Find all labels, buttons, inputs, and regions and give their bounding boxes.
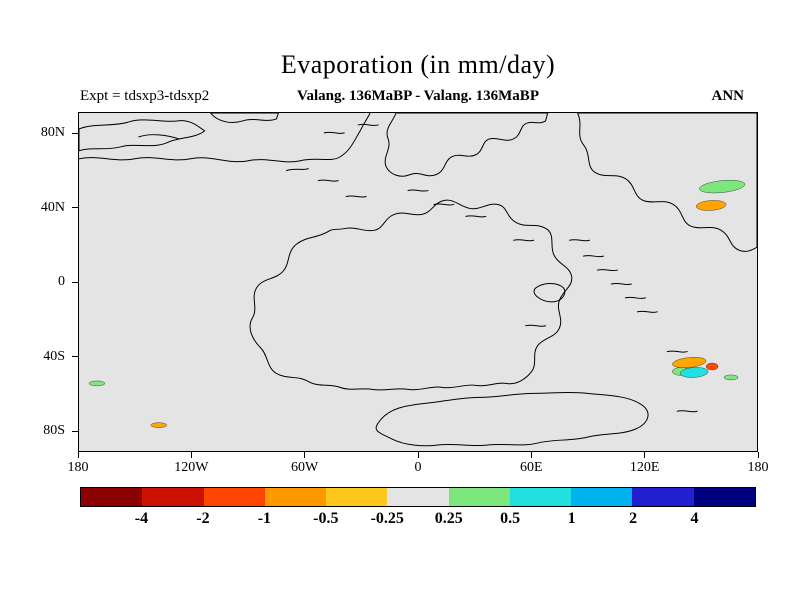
coastline-path	[576, 113, 757, 252]
coastline-path	[249, 199, 573, 391]
lat-tick-mark	[72, 281, 78, 283]
colorbar-tick-label: 4	[690, 510, 699, 527]
coastline-path	[676, 410, 698, 413]
coastline-path	[79, 113, 371, 163]
coastline-path	[323, 131, 345, 134]
coastline-path	[583, 255, 604, 258]
anomaly-patch-negative	[150, 422, 167, 428]
coastline-path	[345, 195, 367, 198]
coastline-path	[79, 119, 206, 152]
lat-tick-mark	[72, 430, 78, 432]
lat-tick-mark	[72, 356, 78, 357]
lon-tick-label: 180	[67, 460, 89, 475]
colorbar-tick-label: -0.25	[370, 510, 404, 527]
coastline-path	[375, 391, 649, 447]
colorbar-labels: -4 -2 -1 -0.5 -0.25 0.25 0.5 1 2 4	[80, 510, 756, 532]
coastline-path	[636, 310, 658, 313]
lat-tick-label: 0	[58, 274, 65, 289]
colorbar-tick-label: 1	[567, 510, 576, 527]
anomaly-patch-positive	[699, 179, 746, 194]
anomaly-patch-positive	[88, 380, 106, 387]
page-title: Evaporation (in mm/day)	[280, 50, 556, 79]
colorbar-segment	[509, 488, 572, 506]
lat-tick-label: 80S	[43, 423, 65, 438]
colorbar-tick-label: 2	[629, 510, 638, 527]
colorbar-segment	[693, 488, 755, 506]
lon-tick-label: 120W	[174, 460, 209, 475]
coastlines	[79, 113, 757, 447]
colorbar-tick-label: 0.5	[500, 510, 521, 527]
colorbar-tick-label: -4	[134, 510, 149, 527]
colorbar-segment	[632, 488, 694, 506]
coastline-path	[285, 168, 309, 172]
colorbar-tick-label: -1	[257, 510, 272, 527]
coastline-path	[465, 215, 487, 218]
paleogeography-map-svg	[79, 113, 757, 447]
season-label: ANN	[711, 88, 745, 104]
colorbar-segment	[203, 488, 265, 506]
colorbar-segment	[142, 488, 204, 506]
coastline-path	[533, 282, 566, 303]
coastline-path	[384, 113, 549, 177]
coastline-path	[666, 350, 688, 353]
lon-tick-label: 120E	[629, 460, 660, 475]
map-frame	[78, 112, 758, 452]
lon-tick-label: 180	[747, 460, 769, 475]
lon-tick-mark	[530, 452, 532, 458]
coastline-path	[138, 134, 180, 140]
lon-tick-mark	[304, 452, 306, 458]
lon-tick-mark	[190, 452, 192, 458]
latitude-axis: 80N 40N 0 40S 80S	[0, 112, 78, 452]
colorbar-segment	[571, 488, 633, 506]
colorbar-segment	[81, 488, 143, 506]
coastline-path	[209, 113, 279, 124]
anomaly-patch-positive	[723, 374, 739, 381]
coastline-path	[525, 324, 547, 327]
coastline-path	[357, 123, 379, 126]
lat-tick-mark	[72, 132, 78, 134]
lat-tick-mark	[72, 207, 78, 208]
lon-tick-label: 60E	[520, 460, 543, 475]
lat-tick-label: 40S	[43, 348, 65, 364]
lon-tick-label: 60W	[291, 460, 319, 475]
lat-tick-label: 40N	[40, 199, 65, 215]
coastline-path	[569, 239, 590, 242]
lat-tick-label: 80N	[40, 125, 65, 140]
coastline-path	[433, 203, 455, 206]
lon-tick-mark	[644, 452, 646, 458]
coastline-path	[610, 282, 632, 286]
coastline-path	[317, 179, 339, 182]
anomaly-patch-positive	[680, 367, 709, 378]
coastline-path	[624, 296, 646, 299]
lon-tick-mark	[757, 452, 759, 458]
lon-tick-label: 0	[414, 460, 422, 475]
coastline-path	[513, 239, 535, 242]
colorbar-segment	[326, 488, 388, 506]
experiment-label: Expt = tdsxp3-tdsxp2	[80, 88, 210, 104]
anomaly-patches	[88, 179, 746, 428]
anomaly-patch-negative	[696, 200, 727, 211]
coastline-path	[407, 189, 429, 192]
colorbar-segment	[387, 488, 449, 506]
anomaly-patch-negative	[672, 357, 707, 368]
colorbar-tick-label: 0.25	[434, 510, 463, 527]
colorbar-tick-label: -0.5	[313, 510, 339, 527]
longitude-axis: 180 120W 60W 0 60E 120E 180	[68, 452, 769, 484]
anomaly-patch-negative	[705, 362, 719, 371]
coastline-path	[596, 269, 618, 272]
colorbar	[80, 487, 756, 507]
colorbar-segment	[448, 488, 510, 506]
colorbar-tick-label: -2	[196, 510, 210, 527]
lon-tick-mark	[77, 452, 79, 458]
subtitle: Valang. 136MaBP - Valang. 136MaBP	[297, 88, 539, 104]
colorbar-segment	[264, 488, 327, 506]
lon-tick-mark	[417, 452, 419, 458]
